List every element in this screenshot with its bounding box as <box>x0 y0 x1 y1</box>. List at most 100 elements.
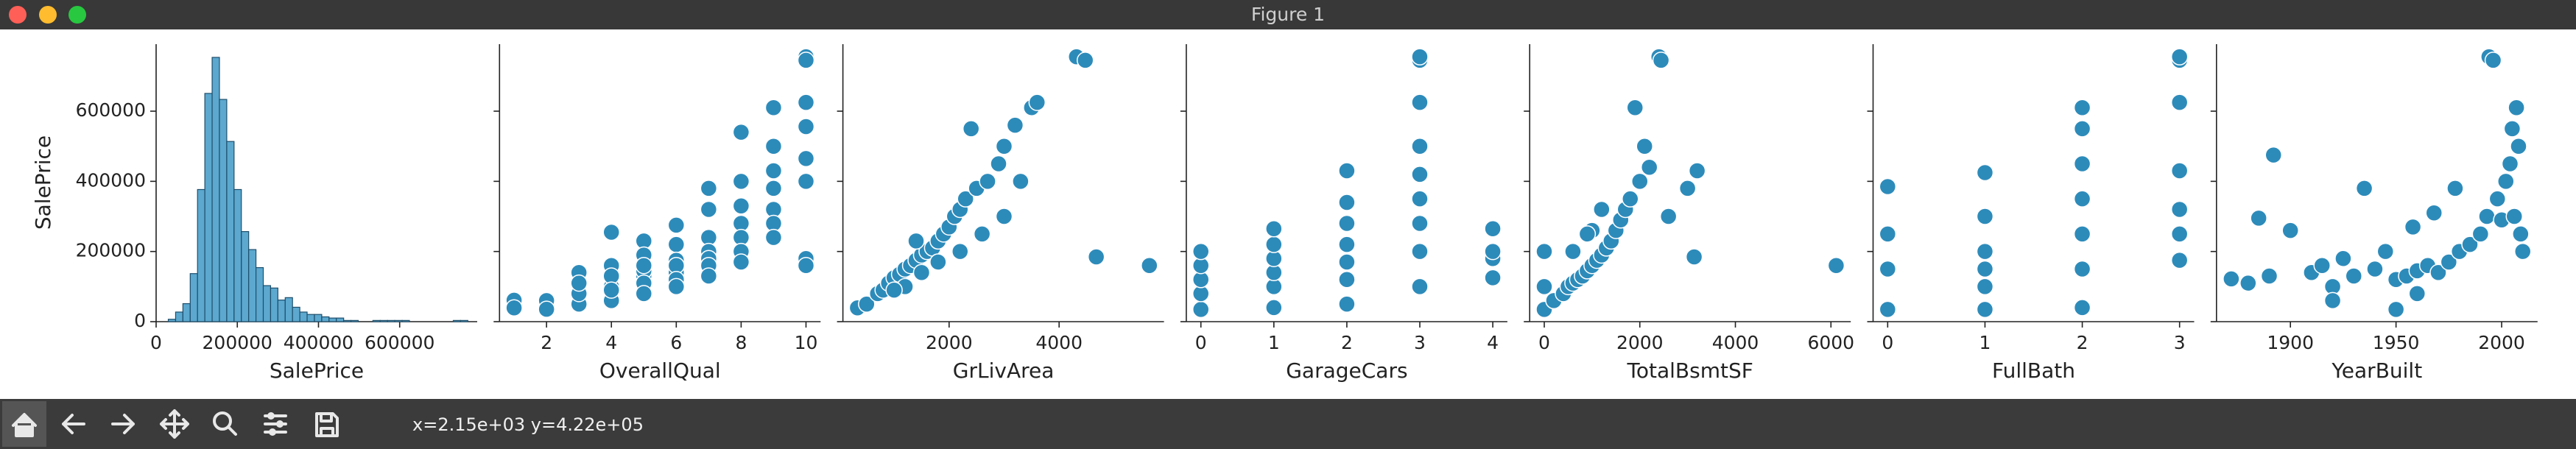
scatter-point <box>2323 291 2342 310</box>
scatter-point <box>1028 93 1046 111</box>
x-tick-label: 0 <box>1195 332 1207 353</box>
scatter-point <box>2471 225 2490 243</box>
scatter-point <box>1976 163 1994 182</box>
y-tick-label: 0 <box>134 310 146 331</box>
back-button[interactable] <box>62 414 85 434</box>
scatter-point <box>973 225 991 243</box>
scatter-point <box>1678 180 1697 197</box>
scatter-point <box>1411 277 1429 296</box>
x-tick-label: 4 <box>605 332 617 353</box>
histogram-bar <box>167 319 177 322</box>
zoom-button[interactable] <box>68 6 86 24</box>
histogram-bar <box>372 319 381 322</box>
scatter-point <box>797 172 815 191</box>
scatter-point <box>700 180 718 197</box>
histogram-bar <box>182 303 191 322</box>
histogram-bar <box>277 300 286 322</box>
scatter-point <box>1827 256 1845 275</box>
x-axis-label: GarageCars <box>1286 358 1407 383</box>
x-tick-label: 0 <box>1538 332 1550 353</box>
y-tick-label: 400000 <box>76 169 146 191</box>
x-tick-label: 1 <box>1268 332 1280 353</box>
scatter-point <box>1338 253 1356 271</box>
configure-button[interactable] <box>264 412 287 436</box>
scatter-point <box>1338 194 1356 211</box>
histogram-bar <box>394 319 403 322</box>
scatter-point <box>2497 172 2515 191</box>
minimize-button[interactable] <box>39 6 57 24</box>
scatter-point <box>2073 99 2091 117</box>
scatter-point <box>1411 190 1429 208</box>
save-button[interactable] <box>315 412 339 437</box>
window-title: Figure 1 <box>1251 4 1325 25</box>
scatter-point <box>990 155 1007 173</box>
scatter-point <box>1636 137 1653 155</box>
scatter-point <box>2170 200 2189 219</box>
scatter-point <box>2440 253 2458 271</box>
scatter-point <box>2250 209 2267 227</box>
scatter-point <box>1411 214 1429 233</box>
scatter-point <box>1578 225 1597 243</box>
scatter-point <box>1593 200 1611 219</box>
close-button[interactable] <box>9 6 27 24</box>
scatter-point <box>764 162 783 180</box>
scatter-point <box>2260 267 2278 285</box>
scatter-point <box>962 120 980 138</box>
scatter-point <box>570 274 588 292</box>
histogram-bar <box>262 285 272 322</box>
scatter-point <box>1265 219 1283 238</box>
scatter-point <box>1879 225 1897 243</box>
histogram-bar <box>189 273 198 322</box>
scatter-point <box>979 172 996 191</box>
zoom-rect-button[interactable] <box>213 411 237 436</box>
scatter-point <box>1535 277 1553 296</box>
forward-button[interactable] <box>111 414 135 434</box>
x-tick-label: 10 <box>795 332 818 353</box>
x-tick-label: 2000 <box>2478 332 2525 353</box>
scatter-point <box>1626 99 1644 117</box>
x-tick-label: 4 <box>1487 332 1499 353</box>
toolbar <box>0 399 2576 449</box>
x-tick-label: 2000 <box>926 332 973 353</box>
scatter-point <box>1192 242 1210 261</box>
scatter-point <box>2264 146 2282 164</box>
x-tick-label: 2000 <box>1616 332 1664 353</box>
x-tick-label: 0 <box>150 332 162 353</box>
scatter-point <box>1006 116 1024 134</box>
scatter-point <box>2404 218 2422 236</box>
scatter-point <box>1012 172 1030 191</box>
scatter-point <box>797 118 815 135</box>
histogram-bar <box>241 230 250 322</box>
scatter-point <box>1622 190 1639 208</box>
scatter-point <box>2513 242 2532 261</box>
scatter-point <box>912 264 931 282</box>
scatter-point <box>797 93 815 111</box>
x-tick-label: 1900 <box>2267 332 2314 353</box>
home-button[interactable] <box>2 401 46 447</box>
x-tick-label: 1950 <box>2373 332 2420 353</box>
scatter-point <box>951 242 969 261</box>
histogram-bar <box>401 319 410 322</box>
scatter-point <box>2170 93 2189 111</box>
histogram-bar <box>248 249 257 322</box>
scatter-point <box>885 281 903 299</box>
scatter-point <box>764 180 783 197</box>
status-text: x=2.15e+03 y=4.22e+05 <box>412 414 644 435</box>
scatter-point <box>2334 250 2352 267</box>
scatter-point <box>1659 208 1678 225</box>
scatter-point <box>2484 52 2502 69</box>
scatter-point <box>1141 256 1158 275</box>
histogram-bar <box>292 306 300 322</box>
scatter-point <box>2345 267 2362 285</box>
y-axis-label: SalePrice <box>31 135 55 230</box>
histogram-bar <box>350 319 359 322</box>
scatter-point <box>1265 236 1283 253</box>
scatter-point <box>1192 300 1210 319</box>
pan-button[interactable] <box>160 409 189 439</box>
scatter-point <box>1631 172 1649 191</box>
scatter-point <box>2425 204 2443 222</box>
scatter-point <box>2366 260 2384 278</box>
histogram-bar <box>211 57 220 322</box>
x-tick-label: 200000 <box>203 332 272 353</box>
